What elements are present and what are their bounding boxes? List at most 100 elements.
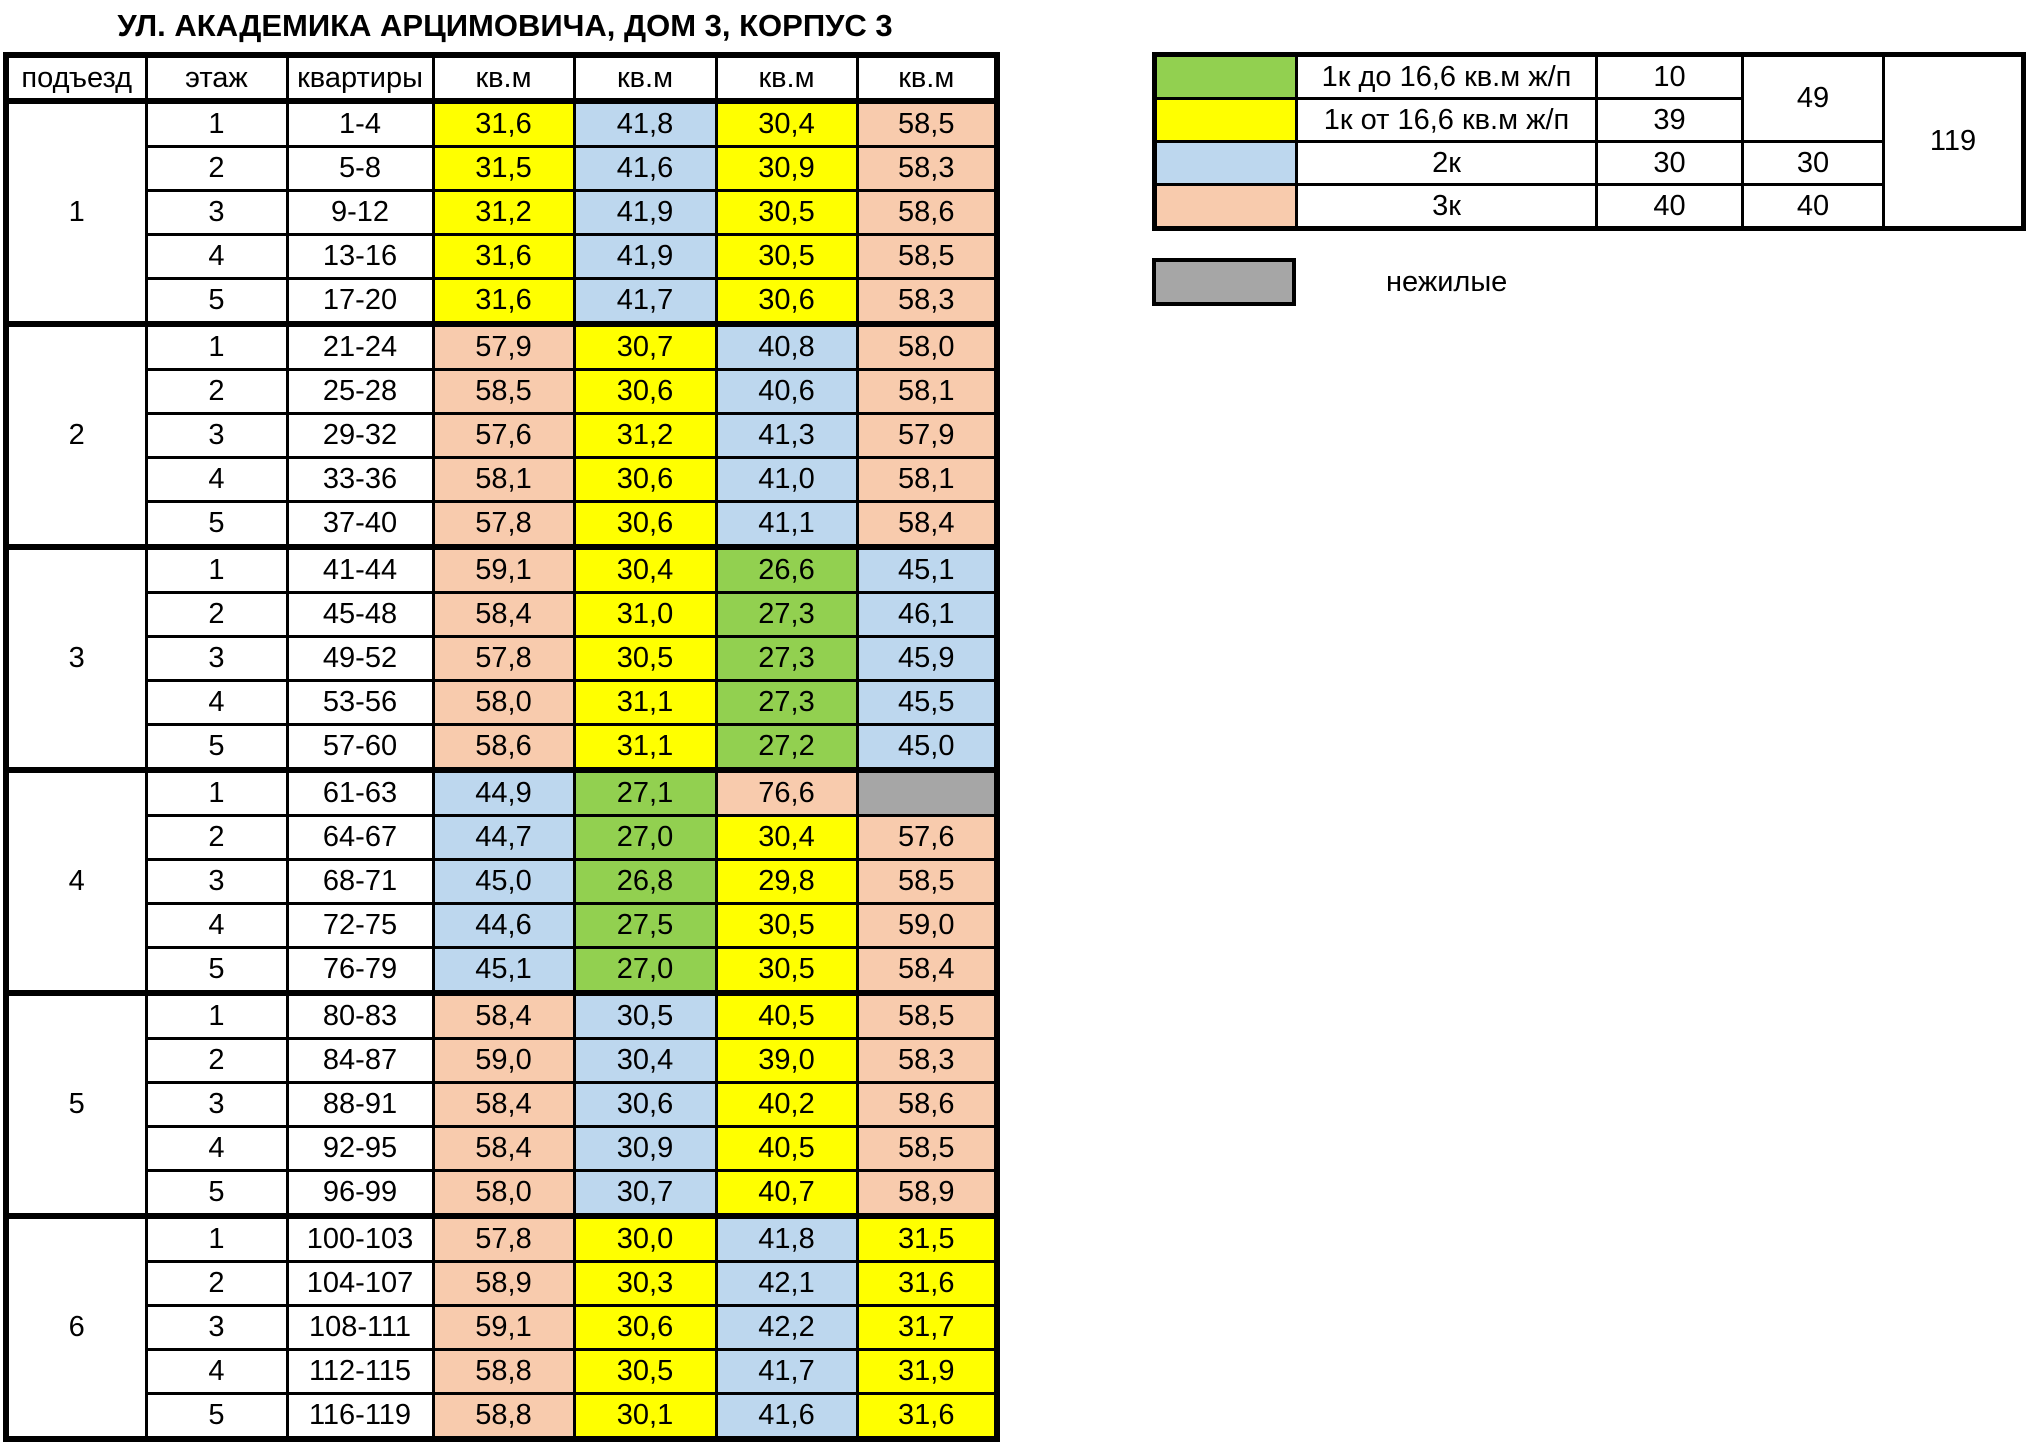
area-cell-blue: 45,0 [431,858,576,905]
apartments-table-header: подъезд этаж квартиры кв.м кв.м кв.м кв.м [4,53,999,104]
floor-cell: 4 [144,679,289,726]
area-cell-yellow: 31,2 [431,189,576,236]
table-row: 2 5-8 31,5 41,6 30,9 58,3 [6,145,999,192]
area-cell-yellow: 31,1 [572,723,718,773]
entrance-cell: 1 [4,99,148,327]
apartments-range-cell: 100-103 [285,1214,435,1263]
apartments-range-cell: 1-4 [285,99,435,148]
area-cell-peach: 58,5 [855,99,999,148]
legend-count: 30 [1595,140,1744,186]
area-cell-peach: 58,4 [431,1125,576,1172]
legend-label: 3к [1295,183,1598,230]
area-cell-blue: 44,9 [431,768,576,817]
table-row: 3 88-91 58,4 30,6 40,2 58,6 [6,1081,999,1128]
apartments-range-cell: 53-56 [285,679,435,726]
area-cell-yellow: 40,7 [714,1169,859,1219]
apartments-range-cell: 68-71 [285,858,435,905]
area-cell-blue: 42,1 [714,1260,859,1307]
area-cell-peach: 57,8 [431,635,576,682]
area-cell-peach: 57,8 [431,1214,576,1263]
table-row: 2 45-48 58,4 31,0 27,3 46,1 [6,591,999,638]
floor-cell: 5 [144,277,289,327]
page-title: УЛ. АКАДЕМИКА АРЦИМОВИЧА, ДОМ 3, КОРПУС … [117,8,893,43]
apartments-range-cell: 104-107 [285,1260,435,1307]
floor-cell: 3 [144,189,289,236]
area-cell-blue: 45,0 [855,723,999,773]
floor-cell: 2 [144,368,289,415]
floor-cell: 3 [144,1304,289,1351]
legend-count: 39 [1595,97,1744,143]
area-cell-yellow: 31,2 [572,412,718,459]
table-row: 5 57-60 58,6 31,1 27,2 45,0 [6,723,999,773]
table-row: 2 1 21-24 57,9 30,7 40,8 58,0 [4,322,999,550]
area-cell-peach: 57,6 [431,412,576,459]
area-cell-yellow: 31,6 [855,1260,999,1307]
floor-cell: 3 [144,412,289,459]
area-cell-gray [855,768,999,817]
table-row: 3 9-12 31,2 41,9 30,5 58,6 [6,189,999,236]
area-cell-blue: 30,9 [572,1125,718,1172]
floor-cell: 3 [144,635,289,682]
area-cell-peach: 59,1 [431,545,576,594]
area-cell-yellow: 30,5 [714,233,859,280]
legend-subtotal: 30 [1741,140,1885,186]
area-cell-green: 27,3 [714,679,859,726]
area-cell-yellow: 31,6 [431,233,576,280]
area-cell-yellow: 30,9 [714,145,859,192]
apartments-range-cell: 9-12 [285,189,435,236]
area-cell-yellow: 30,6 [572,368,718,415]
area-cell-yellow: 40,5 [714,991,859,1040]
floor-cell: 4 [144,902,289,949]
area-cell-peach: 58,1 [855,456,999,503]
area-cell-blue: 41,9 [572,189,718,236]
area-cell-peach: 58,4 [855,500,999,550]
legend-count: 40 [1595,183,1744,230]
table-row: 4 112-115 58,8 30,5 41,7 31,9 [6,1348,999,1395]
legend-row: 3к 40 40 [1153,183,2024,230]
area-cell-blue: 42,2 [714,1304,859,1351]
area-cell-yellow: 31,1 [572,679,718,726]
legend-color-swatch-green [1153,53,1298,100]
area-cell-peach: 58,3 [855,145,999,192]
area-cell-yellow: 31,9 [855,1348,999,1395]
area-cell-peach: 58,1 [431,456,576,503]
area-cell-yellow: 30,5 [714,189,859,236]
floor-cell: 2 [144,814,289,861]
area-cell-blue: 45,1 [855,545,999,594]
floor-cell: 1 [144,1214,289,1263]
area-cell-peach: 59,0 [431,1037,576,1084]
table-row: 4 33-36 58,1 30,6 41,0 58,1 [6,456,999,503]
floor-cell: 1 [144,322,289,371]
entrance-cell: 5 [4,991,148,1219]
area-cell-peach: 58,4 [855,946,999,996]
table-row: 3 108-111 59,1 30,6 42,2 31,7 [6,1304,999,1351]
apartments-range-cell: 92-95 [285,1125,435,1172]
floor-cell: 4 [144,1348,289,1395]
area-cell-yellow: 30,5 [572,1348,718,1395]
legend-subtotal-1k: 49 [1741,53,1885,143]
area-cell-peach: 58,8 [431,1392,576,1442]
apartments-range-cell: 61-63 [285,768,435,817]
area-cell-yellow: 30,6 [572,500,718,550]
area-cell-yellow: 30,3 [572,1260,718,1307]
floor-cell: 5 [144,723,289,773]
area-cell-blue: 41,8 [572,99,718,148]
area-cell-blue: 30,6 [572,1081,718,1128]
apartments-range-cell: 88-91 [285,1081,435,1128]
table-row: 3 1 41-44 59,1 30,4 26,6 45,1 [4,545,999,773]
floor-cell: 2 [144,145,289,192]
floor-cell: 4 [144,456,289,503]
area-cell-yellow: 31,6 [431,277,576,327]
area-cell-green: 27,2 [714,723,859,773]
area-cell-blue: 45,5 [855,679,999,726]
apartments-range-cell: 49-52 [285,635,435,682]
legend-subtotal: 40 [1741,183,1885,230]
area-cell-peach: 58,8 [431,1348,576,1395]
floor-cell: 1 [144,768,289,817]
area-cell-blue: 41,1 [714,500,859,550]
area-cell-yellow: 30,5 [714,946,859,996]
header-row: подъезд этаж квартиры кв.м кв.м кв.м кв.м [4,53,999,104]
apartments-range-cell: 96-99 [285,1169,435,1219]
apartments-range-cell: 112-115 [285,1348,435,1395]
floor-cell: 5 [144,1169,289,1219]
